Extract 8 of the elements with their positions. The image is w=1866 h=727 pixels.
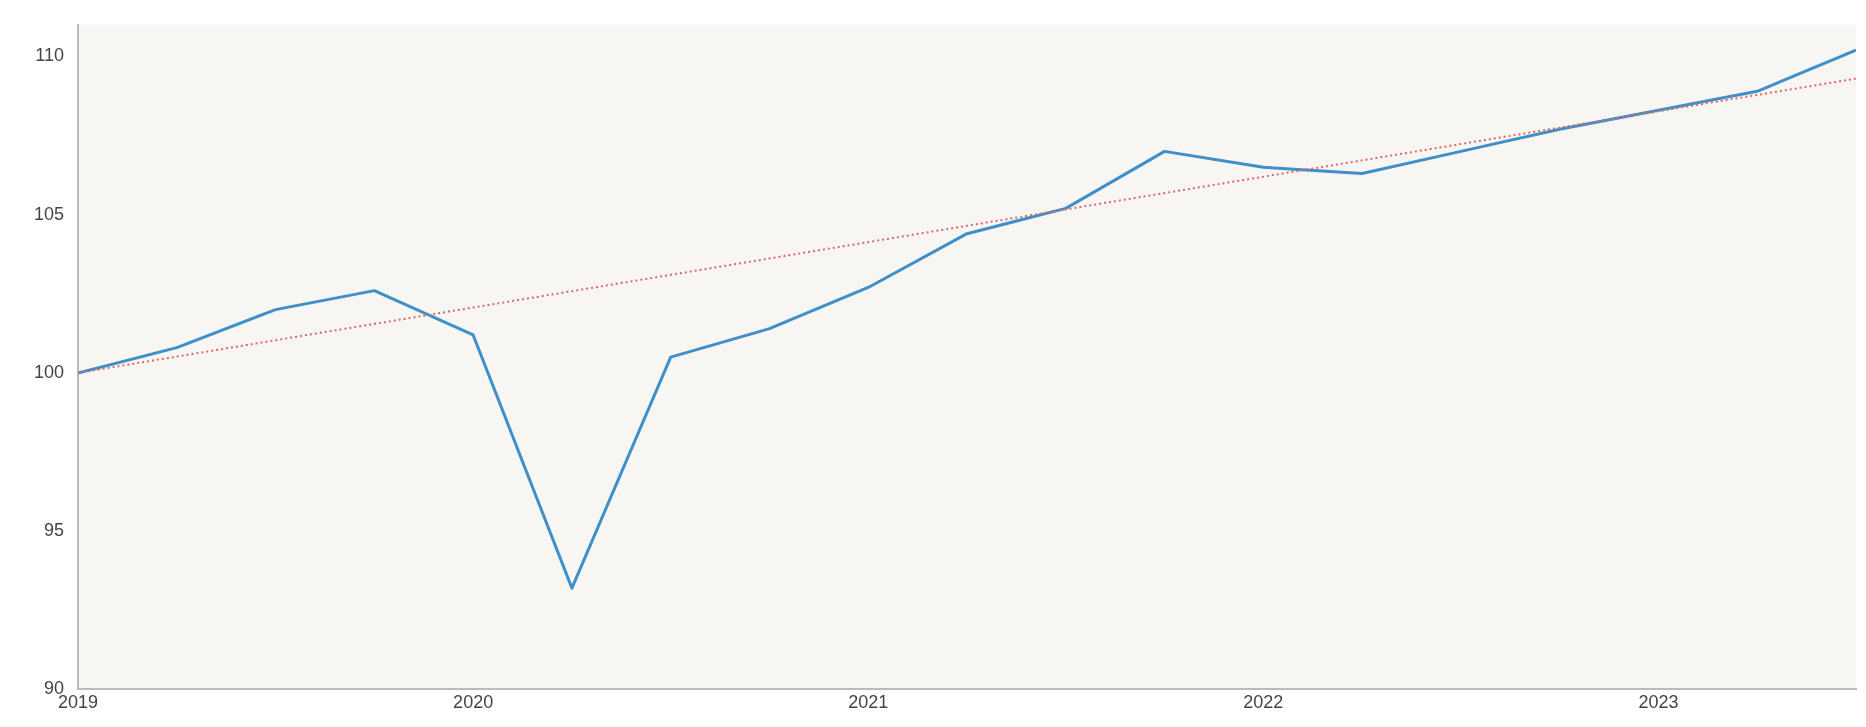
y-tick-label: 95 bbox=[44, 520, 65, 541]
y-tick-label: 110 bbox=[35, 45, 65, 66]
y-tick-label: 105 bbox=[33, 203, 65, 224]
x-tick-label: 2022 bbox=[1243, 692, 1284, 713]
y-tick-label: 100 bbox=[33, 361, 65, 382]
x-tick-label: 2021 bbox=[848, 692, 889, 713]
x-tick-label: 2023 bbox=[1638, 692, 1679, 713]
x-tick-label: 2020 bbox=[453, 692, 494, 713]
